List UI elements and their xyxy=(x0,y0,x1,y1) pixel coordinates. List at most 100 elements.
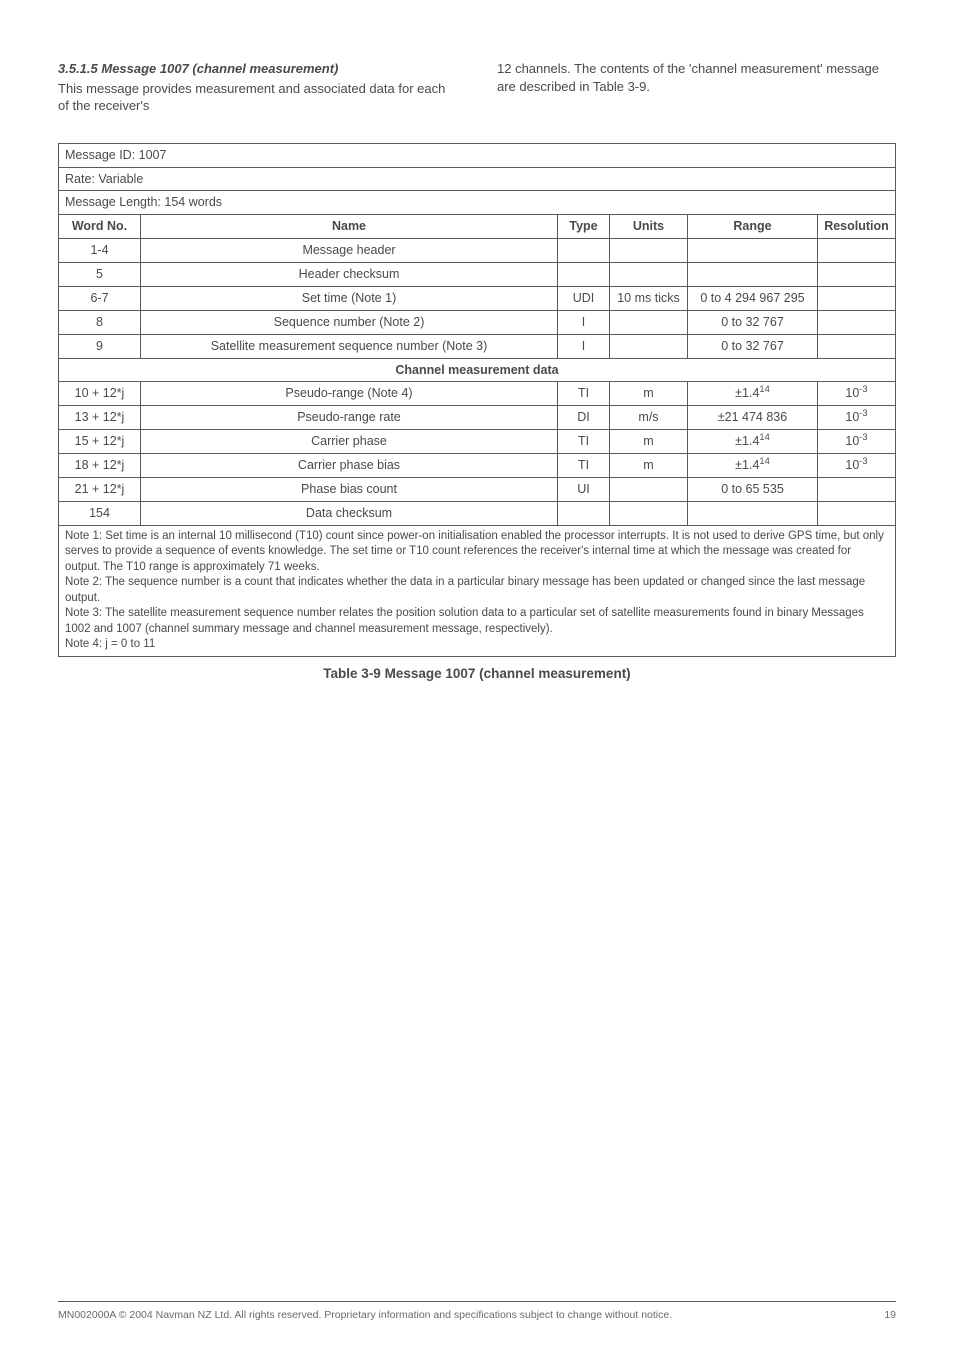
table-caption: Table 3-9 Message 1007 (channel measurem… xyxy=(58,665,896,683)
th-word: Word No. xyxy=(59,215,141,239)
cell-range: 0 to 32 767 xyxy=(688,334,818,358)
cell-name: Sequence number (Note 2) xyxy=(141,310,558,334)
cell-type: DI xyxy=(558,406,610,430)
cell-res xyxy=(818,310,896,334)
cell-units: m/s xyxy=(610,406,688,430)
cell-res xyxy=(818,286,896,310)
intro-left-text: This message provides measurement and as… xyxy=(58,80,457,115)
cell-name: Satellite measurement sequence number (N… xyxy=(141,334,558,358)
cell-type: TI xyxy=(558,430,610,454)
cell-res xyxy=(818,477,896,501)
cell-name: Set time (Note 1) xyxy=(141,286,558,310)
header-row: Word No. Name Type Units Range Resolutio… xyxy=(59,215,896,239)
cell-range xyxy=(688,239,818,263)
section-label: Channel measurement data xyxy=(59,358,896,382)
cell-res xyxy=(818,239,896,263)
cell-type xyxy=(558,263,610,287)
th-range: Range xyxy=(688,215,818,239)
intro-right-col: 12 channels. The contents of the 'channe… xyxy=(497,60,896,115)
cell-word: 9 xyxy=(59,334,141,358)
page-footer: MN002000A © 2004 Navman NZ Ltd. All righ… xyxy=(58,1301,896,1322)
table-row: 1-4Message header xyxy=(59,239,896,263)
cell-type xyxy=(558,239,610,263)
cell-res: 10-3 xyxy=(818,430,896,454)
footer-right: 19 xyxy=(884,1308,896,1322)
cell-name: Header checksum xyxy=(141,263,558,287)
cell-type: TI xyxy=(558,382,610,406)
section-subheader: Channel measurement data xyxy=(59,358,896,382)
table-row: 6-7Set time (Note 1)UDI10 ms ticks0 to 4… xyxy=(59,286,896,310)
cell-word: 1-4 xyxy=(59,239,141,263)
cell-type: I xyxy=(558,334,610,358)
cell-units: m xyxy=(610,382,688,406)
cell-units xyxy=(610,263,688,287)
table-row: 21 + 12*jPhase bias countUI 0 to 65 535 xyxy=(59,477,896,501)
cell-units xyxy=(610,334,688,358)
cell-range: 0 to 32 767 xyxy=(688,310,818,334)
cell-units xyxy=(610,239,688,263)
cell-word: 6-7 xyxy=(59,286,141,310)
meta-row-length: Message Length: 154 words xyxy=(59,191,896,215)
notes-cell: Note 1: Set time is an internal 10 milli… xyxy=(59,525,896,656)
cell-res xyxy=(818,334,896,358)
th-name: Name xyxy=(141,215,558,239)
table-row: 9Satellite measurement sequence number (… xyxy=(59,334,896,358)
cell-word: 13 + 12*j xyxy=(59,406,141,430)
table-row: 15 + 12*jCarrier phaseTIm±1.41410-3 xyxy=(59,430,896,454)
cell-units: m xyxy=(610,430,688,454)
cell-range xyxy=(688,501,818,525)
message-table: Message ID: 1007 Rate: Variable Message … xyxy=(58,143,896,657)
cell-word: 18 + 12*j xyxy=(59,454,141,478)
cell-res: 10-3 xyxy=(818,406,896,430)
cell-name: Data checksum xyxy=(141,501,558,525)
cell-name: Carrier phase xyxy=(141,430,558,454)
cell-name: Carrier phase bias xyxy=(141,454,558,478)
cell-units: m xyxy=(610,454,688,478)
section-heading: 3.5.1.5 Message 1007 (channel measuremen… xyxy=(58,60,457,78)
meta-row-rate: Rate: Variable xyxy=(59,167,896,191)
cell-res xyxy=(818,263,896,287)
th-type: Type xyxy=(558,215,610,239)
cell-range xyxy=(688,263,818,287)
msg-id: Message ID: 1007 xyxy=(59,143,896,167)
cell-units xyxy=(610,501,688,525)
cell-range: 0 to 65 535 xyxy=(688,477,818,501)
cell-range: ±1.414 xyxy=(688,430,818,454)
cell-name: Pseudo-range rate xyxy=(141,406,558,430)
footer-left: MN002000A © 2004 Navman NZ Ltd. All righ… xyxy=(58,1308,672,1322)
cell-type xyxy=(558,501,610,525)
cell-word: 5 xyxy=(59,263,141,287)
cell-type: UDI xyxy=(558,286,610,310)
msg-length: Message Length: 154 words xyxy=(59,191,896,215)
table-row: 18 + 12*jCarrier phase biasTIm±1.41410-3 xyxy=(59,454,896,478)
table-row: 8Sequence number (Note 2)I 0 to 32 767 xyxy=(59,310,896,334)
table-row: 5Header checksum xyxy=(59,263,896,287)
msg-rate: Rate: Variable xyxy=(59,167,896,191)
cell-res: 10-3 xyxy=(818,382,896,406)
intro-right-text: 12 channels. The contents of the 'channe… xyxy=(497,60,896,95)
cell-range: 0 to 4 294 967 295 xyxy=(688,286,818,310)
cell-name: Pseudo-range (Note 4) xyxy=(141,382,558,406)
cell-units: 10 ms ticks xyxy=(610,286,688,310)
cell-range: ±21 474 836 xyxy=(688,406,818,430)
meta-row-id: Message ID: 1007 xyxy=(59,143,896,167)
intro-left-col: 3.5.1.5 Message 1007 (channel measuremen… xyxy=(58,60,457,115)
cell-word: 154 xyxy=(59,501,141,525)
cell-type: UI xyxy=(558,477,610,501)
th-units: Units xyxy=(610,215,688,239)
cell-range: ±1.414 xyxy=(688,454,818,478)
cell-range: ±1.414 xyxy=(688,382,818,406)
cell-word: 10 + 12*j xyxy=(59,382,141,406)
cell-word: 15 + 12*j xyxy=(59,430,141,454)
table-row: 10 + 12*jPseudo-range (Note 4)TIm±1.4141… xyxy=(59,382,896,406)
cell-word: 8 xyxy=(59,310,141,334)
cell-res: 10-3 xyxy=(818,454,896,478)
notes-row: Note 1: Set time is an internal 10 milli… xyxy=(59,525,896,656)
th-res: Resolution xyxy=(818,215,896,239)
cell-res xyxy=(818,501,896,525)
intro-columns: 3.5.1.5 Message 1007 (channel measuremen… xyxy=(58,60,896,115)
cell-word: 21 + 12*j xyxy=(59,477,141,501)
cell-name: Phase bias count xyxy=(141,477,558,501)
cell-type: I xyxy=(558,310,610,334)
cell-name: Message header xyxy=(141,239,558,263)
